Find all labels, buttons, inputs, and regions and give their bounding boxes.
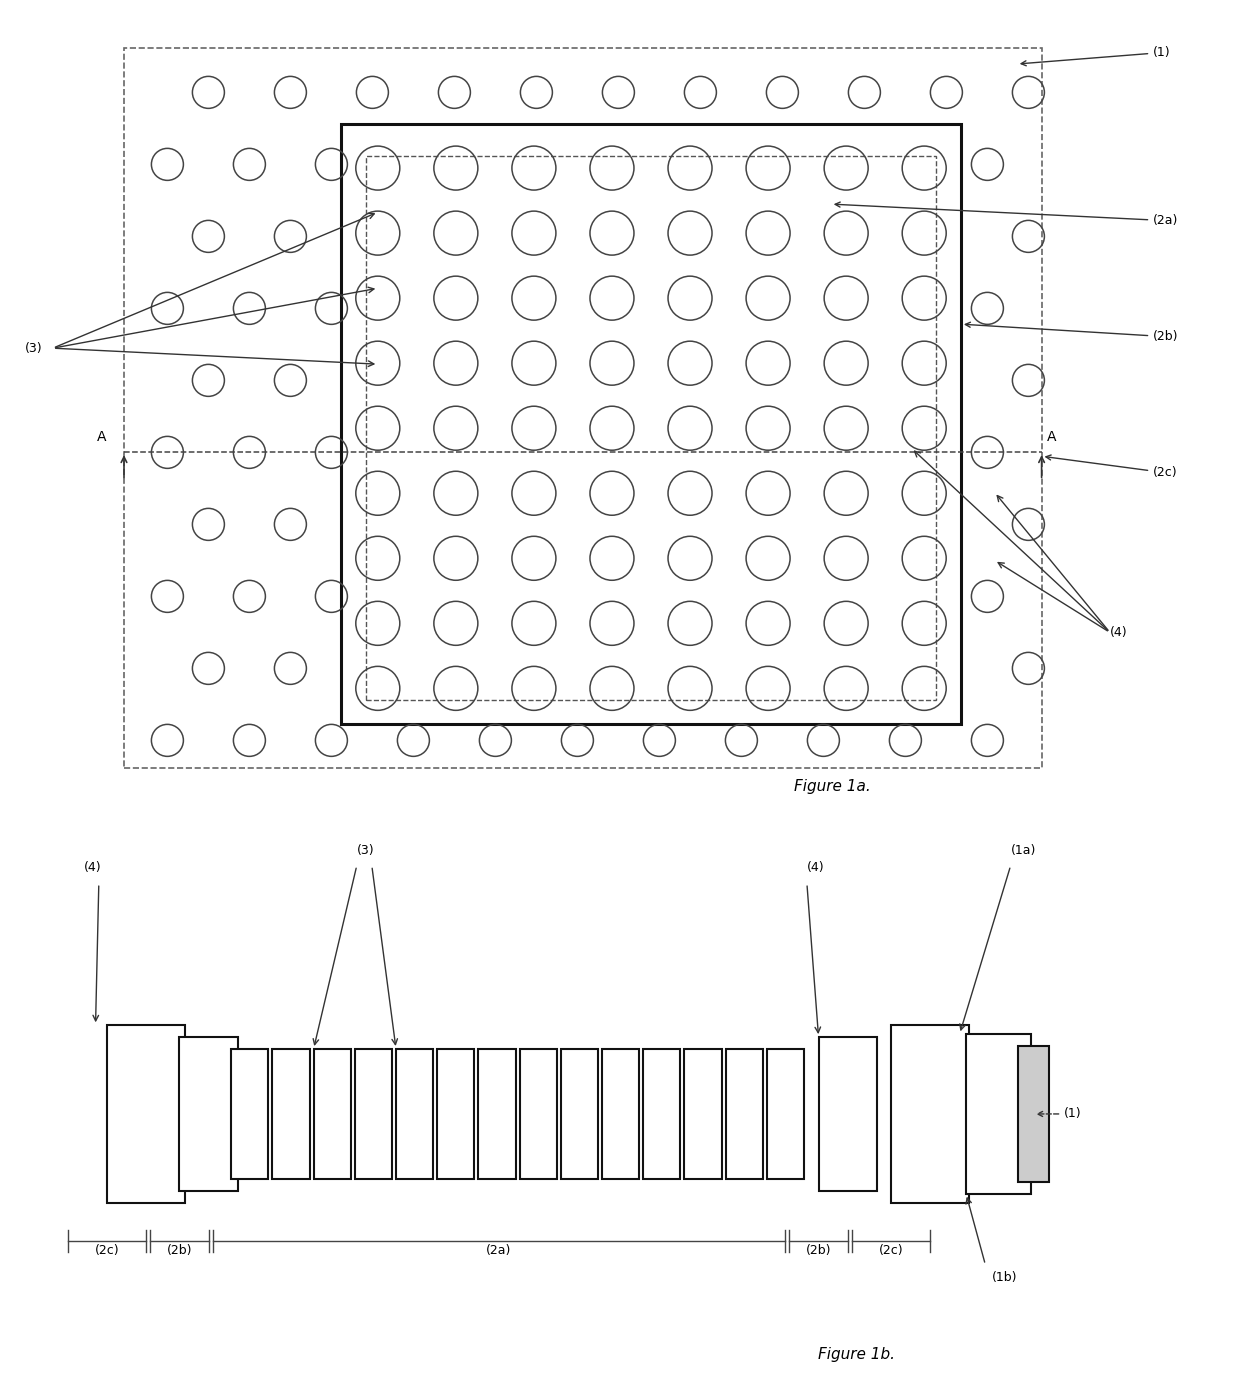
Bar — [966, 1034, 1030, 1194]
Text: (1): (1) — [1021, 46, 1171, 65]
Bar — [180, 1037, 238, 1192]
Bar — [520, 1050, 557, 1179]
Bar — [725, 1050, 763, 1179]
Bar — [341, 124, 961, 724]
Bar — [479, 1050, 516, 1179]
Text: A: A — [97, 430, 105, 444]
Bar — [1018, 1045, 1049, 1182]
Text: (1): (1) — [1038, 1108, 1083, 1121]
Text: (1a): (1a) — [1011, 844, 1037, 856]
Bar — [396, 1050, 433, 1179]
Text: (2c): (2c) — [1045, 455, 1178, 479]
Text: (4): (4) — [1110, 626, 1127, 639]
Text: Figure 1a.: Figure 1a. — [794, 780, 870, 793]
Bar — [355, 1050, 392, 1179]
Text: (4): (4) — [84, 862, 102, 874]
Bar — [560, 1050, 598, 1179]
Bar — [684, 1050, 722, 1179]
Bar — [231, 1050, 268, 1179]
Text: (2c): (2c) — [95, 1244, 119, 1257]
Bar — [314, 1050, 351, 1179]
Bar — [601, 1050, 639, 1179]
Bar — [890, 1025, 968, 1203]
Bar — [644, 1050, 681, 1179]
Bar — [766, 1050, 804, 1179]
Text: (2c): (2c) — [878, 1244, 903, 1257]
Text: (2a): (2a) — [486, 1244, 512, 1257]
Text: (2b): (2b) — [166, 1244, 192, 1257]
Text: (2b): (2b) — [806, 1244, 831, 1257]
Bar — [818, 1037, 877, 1192]
Text: Figure 1b.: Figure 1b. — [818, 1347, 895, 1363]
Text: (4): (4) — [807, 862, 825, 874]
Bar — [124, 47, 1042, 768]
Text: (2b): (2b) — [965, 322, 1179, 344]
Bar — [438, 1050, 475, 1179]
Bar — [366, 156, 936, 700]
Bar — [273, 1050, 310, 1179]
Text: (3): (3) — [357, 844, 374, 856]
Text: (1b): (1b) — [992, 1271, 1017, 1283]
Bar — [108, 1025, 186, 1203]
Text: A: A — [1047, 430, 1056, 444]
Text: (2a): (2a) — [835, 202, 1178, 227]
Text: (3): (3) — [25, 341, 42, 355]
